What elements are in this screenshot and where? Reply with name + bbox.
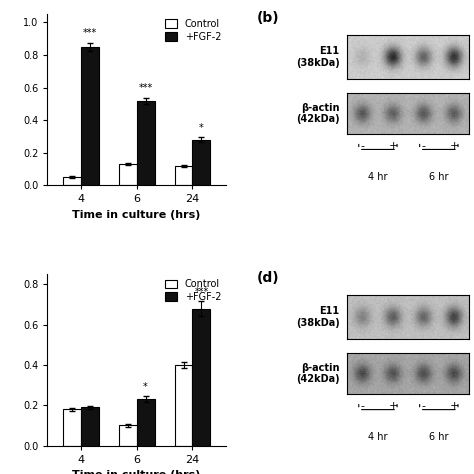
Bar <box>81 407 99 446</box>
Text: +: + <box>389 401 398 411</box>
Text: 4 hr: 4 hr <box>368 432 388 442</box>
Text: β-actin
(42kDa): β-actin (42kDa) <box>296 103 340 124</box>
Text: ***: *** <box>138 83 153 93</box>
Text: +: + <box>449 401 459 411</box>
Text: (b): (b) <box>257 11 280 25</box>
Bar <box>174 166 192 185</box>
Bar <box>119 164 137 185</box>
Text: 6 hr: 6 hr <box>429 172 448 182</box>
X-axis label: Time in culture (hrs): Time in culture (hrs) <box>73 470 201 474</box>
Text: E11
(38kDa): E11 (38kDa) <box>296 46 340 68</box>
Bar <box>119 426 137 446</box>
Bar <box>63 177 81 185</box>
Text: +: + <box>389 141 398 151</box>
Text: ***: *** <box>194 287 209 297</box>
Legend: Control, +FGF-2: Control, +FGF-2 <box>165 279 221 302</box>
Text: *: * <box>199 123 204 133</box>
Legend: Control, +FGF-2: Control, +FGF-2 <box>165 19 221 42</box>
Bar <box>192 140 210 185</box>
Text: 4 hr: 4 hr <box>368 172 388 182</box>
Bar <box>81 47 99 185</box>
Text: -: - <box>361 401 365 411</box>
Text: 6 hr: 6 hr <box>429 432 448 442</box>
Text: E11
(38kDa): E11 (38kDa) <box>296 306 340 328</box>
Text: *: * <box>143 382 148 392</box>
Text: -: - <box>421 401 426 411</box>
Text: +: + <box>449 141 459 151</box>
Bar <box>174 365 192 446</box>
X-axis label: Time in culture (hrs): Time in culture (hrs) <box>73 210 201 220</box>
Text: ***: *** <box>82 28 97 38</box>
Bar <box>63 410 81 446</box>
Text: (d): (d) <box>257 271 280 285</box>
Text: β-actin
(42kDa): β-actin (42kDa) <box>296 363 340 384</box>
Text: -: - <box>361 141 365 151</box>
Bar <box>137 100 155 185</box>
Bar <box>192 309 210 446</box>
Bar <box>137 399 155 446</box>
Text: -: - <box>421 141 426 151</box>
